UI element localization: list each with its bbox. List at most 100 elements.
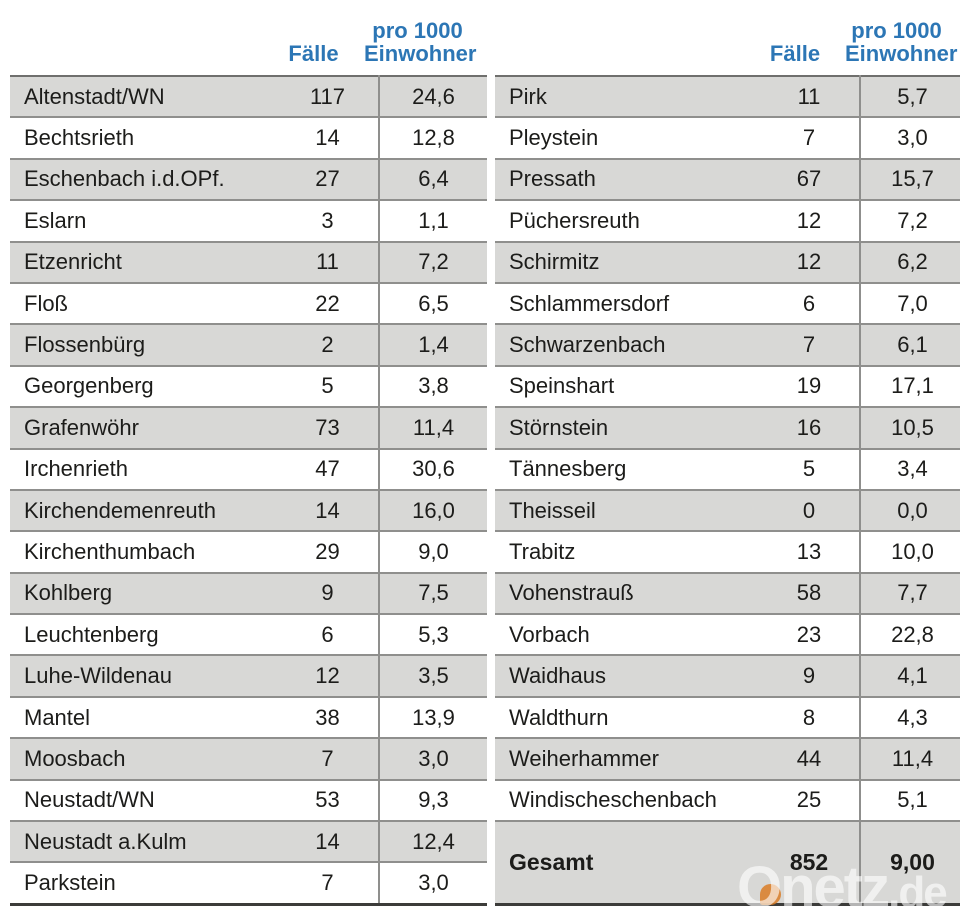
faelle-value: 3 [277, 199, 379, 242]
column-header-per1000: pro 1000 Einwohner [364, 19, 476, 66]
table-row: Parkstein 7 3,0 [10, 861, 487, 905]
per1000-value: 6,2 [859, 240, 960, 283]
municipality-name: Floß [10, 281, 277, 325]
faelle-value: 14 [277, 820, 379, 863]
per1000-value: 7,0 [859, 281, 960, 325]
table-row: Moosbach 7 3,0 [10, 737, 487, 780]
municipality-name: Mantel [10, 695, 277, 739]
table-row: Flossenbürg 2 1,4 [10, 323, 487, 366]
table-row: Püchersreuth 12 7,2 [495, 199, 960, 242]
faelle-value: 44 [759, 737, 860, 780]
table-row: Schwarzenbach 7 6,1 [495, 323, 960, 366]
faelle-value: 12 [759, 199, 860, 242]
faelle-value: 9 [277, 571, 379, 615]
municipality-name: Waldthurn [495, 695, 759, 739]
faelle-value: 11 [277, 240, 379, 283]
right-table-panel: Fälle pro 1000 Einwohner Pirk 11 5,7 Pleyst… [495, 0, 960, 907]
table-row: Pleystein 7 3,0 [495, 116, 960, 159]
municipality-name: Tännesberg [495, 447, 759, 490]
right-table-header: Fälle pro 1000 Einwohner [495, 0, 958, 75]
total-row: Gesamt 852 9,00 [495, 820, 960, 905]
municipality-name: Vorbach [495, 613, 759, 656]
faelle-value: 2 [277, 323, 379, 366]
left-table-body: Altenstadt/WN 117 24,6 Bechtsrieth 14 12,8 Esc… [10, 76, 487, 905]
municipality-name: Pleystein [495, 116, 759, 159]
table-row: Neustadt a.Kulm 14 12,4 [10, 820, 487, 863]
faelle-value: 5 [277, 364, 379, 408]
table-row: Leuchtenberg 6 5,3 [10, 613, 487, 656]
per1000-value: 10,0 [859, 530, 960, 573]
municipality-name: Flossenbürg [10, 323, 277, 366]
municipality-name: Bechtsrieth [10, 116, 277, 159]
table-row: Georgenberg 5 3,8 [10, 364, 487, 408]
faelle-value: 6 [277, 613, 379, 656]
municipality-name: Kirchendemenreuth [10, 488, 277, 532]
per1000-value: 7,2 [378, 240, 487, 283]
faelle-value: 14 [277, 488, 379, 532]
left-table-panel: Fälle pro 1000 Einwohner Altenstadt/WN 11… [10, 0, 487, 906]
per1000-value: 30,6 [378, 447, 487, 490]
faelle-value: 29 [277, 530, 379, 573]
total-per1000-value: 9,00 [859, 820, 960, 905]
municipality-name: Schlammersdorf [495, 281, 759, 325]
faelle-value: 8 [759, 695, 860, 739]
per1000-value: 16,0 [378, 488, 487, 532]
table-row: Grafenwöhr 73 11,4 [10, 406, 487, 449]
municipality-name: Parkstein [10, 861, 277, 905]
municipality-name: Leuchtenberg [10, 613, 277, 656]
per1000-value: 4,1 [859, 654, 960, 697]
table-row: Waidhaus 9 4,1 [495, 654, 960, 697]
table-row: Störnstein 16 10,5 [495, 406, 960, 449]
municipality-name: Neustadt a.Kulm [10, 820, 277, 863]
municipality-name: Püchersreuth [495, 199, 759, 242]
municipality-name: Pirk [495, 76, 759, 118]
municipality-name: Schwarzenbach [495, 323, 759, 366]
table-row: Trabitz 13 10,0 [495, 530, 960, 573]
column-header-per1000-line1: pro 1000 [851, 17, 942, 43]
per1000-value: 5,1 [859, 778, 960, 822]
faelle-value: 25 [759, 778, 860, 822]
column-header-faelle: Fälle [769, 41, 821, 67]
per1000-value: 9,0 [378, 530, 487, 573]
table-row: Kirchendemenreuth 14 16,0 [10, 488, 487, 532]
per1000-value: 0,0 [859, 488, 960, 532]
faelle-value: 27 [277, 157, 379, 201]
faelle-value: 9 [759, 654, 860, 697]
column-header-per1000: pro 1000 Einwohner [845, 17, 957, 66]
per1000-value: 12,8 [378, 116, 487, 159]
per1000-value: 5,3 [378, 613, 487, 656]
faelle-value: 12 [277, 654, 379, 697]
municipality-name: Waidhaus [495, 654, 759, 697]
faelle-value: 58 [759, 571, 860, 615]
municipality-name: Neustadt/WN [10, 778, 277, 822]
municipality-name: Speinshart [495, 364, 759, 408]
faelle-value: 7 [277, 861, 379, 905]
table-row: Schlammersdorf 6 7,0 [495, 281, 960, 325]
table-row: Vorbach 23 22,8 [495, 613, 960, 656]
per1000-value: 3,0 [859, 116, 960, 159]
faelle-value: 23 [759, 613, 860, 656]
per1000-value: 24,6 [378, 76, 487, 118]
per1000-value: 1,4 [378, 323, 487, 366]
municipality-name: Vohenstrauß [495, 571, 759, 615]
per1000-value: 4,3 [859, 695, 960, 739]
per1000-value: 3,0 [378, 737, 487, 780]
table-row: Altenstadt/WN 117 24,6 [10, 76, 487, 118]
table-row: Kohlberg 9 7,5 [10, 571, 487, 615]
table-row: Floß 22 6,5 [10, 281, 487, 325]
faelle-value: 73 [277, 406, 379, 449]
per1000-value: 15,7 [859, 157, 960, 201]
faelle-value: 6 [759, 281, 860, 325]
per1000-value: 22,8 [859, 613, 960, 656]
table-row: Waldthurn 8 4,3 [495, 695, 960, 739]
right-data-table: Pirk 11 5,7 Pleystein 7 3,0 Pressath 67 15,7 Püch… [495, 75, 960, 907]
faelle-value: 117 [277, 76, 379, 118]
table-row: Luhe-Wildenau 12 3,5 [10, 654, 487, 697]
per1000-value: 6,5 [378, 281, 487, 325]
municipality-name: Eslarn [10, 199, 277, 242]
faelle-value: 16 [759, 406, 860, 449]
total-label: Gesamt [495, 820, 759, 905]
municipality-name: Moosbach [10, 737, 277, 780]
total-row-body: Gesamt 852 9,00 [495, 820, 960, 905]
